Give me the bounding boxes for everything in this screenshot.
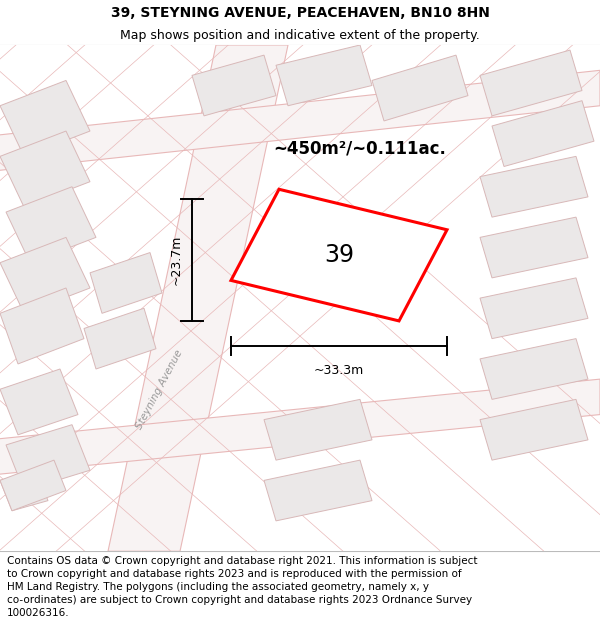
Polygon shape bbox=[492, 101, 594, 166]
Text: 39: 39 bbox=[324, 243, 354, 267]
Polygon shape bbox=[480, 399, 588, 460]
Polygon shape bbox=[0, 288, 84, 364]
Polygon shape bbox=[6, 187, 96, 262]
Polygon shape bbox=[0, 81, 90, 156]
Text: co-ordinates) are subject to Crown copyright and database rights 2023 Ordnance S: co-ordinates) are subject to Crown copyr… bbox=[7, 595, 472, 605]
Polygon shape bbox=[0, 238, 90, 313]
Polygon shape bbox=[0, 131, 90, 207]
Polygon shape bbox=[276, 45, 372, 106]
Polygon shape bbox=[84, 308, 156, 369]
Polygon shape bbox=[264, 460, 372, 521]
Polygon shape bbox=[192, 55, 276, 116]
Text: Map shows position and indicative extent of the property.: Map shows position and indicative extent… bbox=[120, 29, 480, 42]
Polygon shape bbox=[480, 339, 588, 399]
Polygon shape bbox=[90, 253, 162, 313]
Text: to Crown copyright and database rights 2023 and is reproduced with the permissio: to Crown copyright and database rights 2… bbox=[7, 569, 462, 579]
Polygon shape bbox=[0, 70, 600, 171]
Polygon shape bbox=[372, 55, 468, 121]
Polygon shape bbox=[0, 379, 600, 475]
Polygon shape bbox=[231, 189, 447, 321]
Text: Steyning Avenue: Steyning Avenue bbox=[134, 348, 184, 431]
Text: 39, STEYNING AVENUE, PEACEHAVEN, BN10 8HN: 39, STEYNING AVENUE, PEACEHAVEN, BN10 8H… bbox=[110, 6, 490, 19]
Polygon shape bbox=[0, 470, 48, 511]
Polygon shape bbox=[480, 278, 588, 339]
Polygon shape bbox=[480, 50, 582, 116]
Polygon shape bbox=[264, 399, 372, 460]
Text: Contains OS data © Crown copyright and database right 2021. This information is : Contains OS data © Crown copyright and d… bbox=[7, 556, 478, 566]
Text: ~33.3m: ~33.3m bbox=[314, 364, 364, 377]
Text: ~450m²/~0.111ac.: ~450m²/~0.111ac. bbox=[274, 140, 446, 158]
Polygon shape bbox=[0, 369, 78, 435]
Polygon shape bbox=[480, 156, 588, 217]
Polygon shape bbox=[108, 45, 288, 551]
Polygon shape bbox=[6, 425, 90, 491]
Polygon shape bbox=[480, 217, 588, 278]
Text: 100026316.: 100026316. bbox=[7, 608, 70, 618]
Text: ~23.7m: ~23.7m bbox=[170, 235, 183, 286]
Text: HM Land Registry. The polygons (including the associated geometry, namely x, y: HM Land Registry. The polygons (includin… bbox=[7, 582, 429, 592]
Polygon shape bbox=[0, 460, 66, 511]
